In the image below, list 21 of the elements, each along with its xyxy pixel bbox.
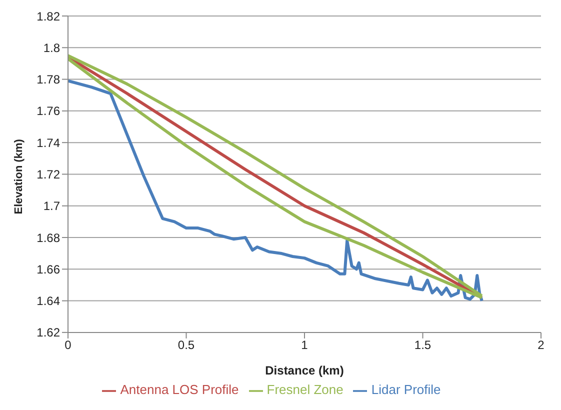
y-tick-label: 1.8 — [43, 40, 60, 55]
x-tick-label: 0.5 — [178, 338, 195, 352]
y-tick-label: 1.66 — [36, 262, 60, 276]
x-tick-label: 1 — [301, 338, 308, 352]
legend-label: Antenna LOS Profile — [120, 382, 239, 398]
y-tick-label: 1.74 — [36, 136, 60, 150]
y-tick-label: 1.82 — [36, 9, 60, 24]
y-tick-label: 1.7 — [43, 199, 60, 214]
y-tick-label: 1.68 — [36, 230, 60, 245]
y-tick-label: 1.64 — [36, 294, 60, 308]
x-tick-label: 1.5 — [414, 338, 432, 352]
y-tick-label: 1.72 — [36, 167, 60, 182]
x-tick-label: 0 — [64, 338, 72, 352]
y-tick-label: 1.62 — [36, 326, 60, 340]
legend-label: Fresnel Zone — [266, 382, 344, 398]
x-tick-label: 2 — [538, 338, 545, 352]
x-axis-title: Distance (km) — [265, 363, 344, 378]
legend-label: Lidar Profile — [371, 382, 441, 398]
y-tick-label: 1.76 — [36, 104, 60, 118]
y-tick-label: 1.78 — [36, 72, 60, 87]
y-axis-title: Elevation (km) — [12, 138, 25, 214]
